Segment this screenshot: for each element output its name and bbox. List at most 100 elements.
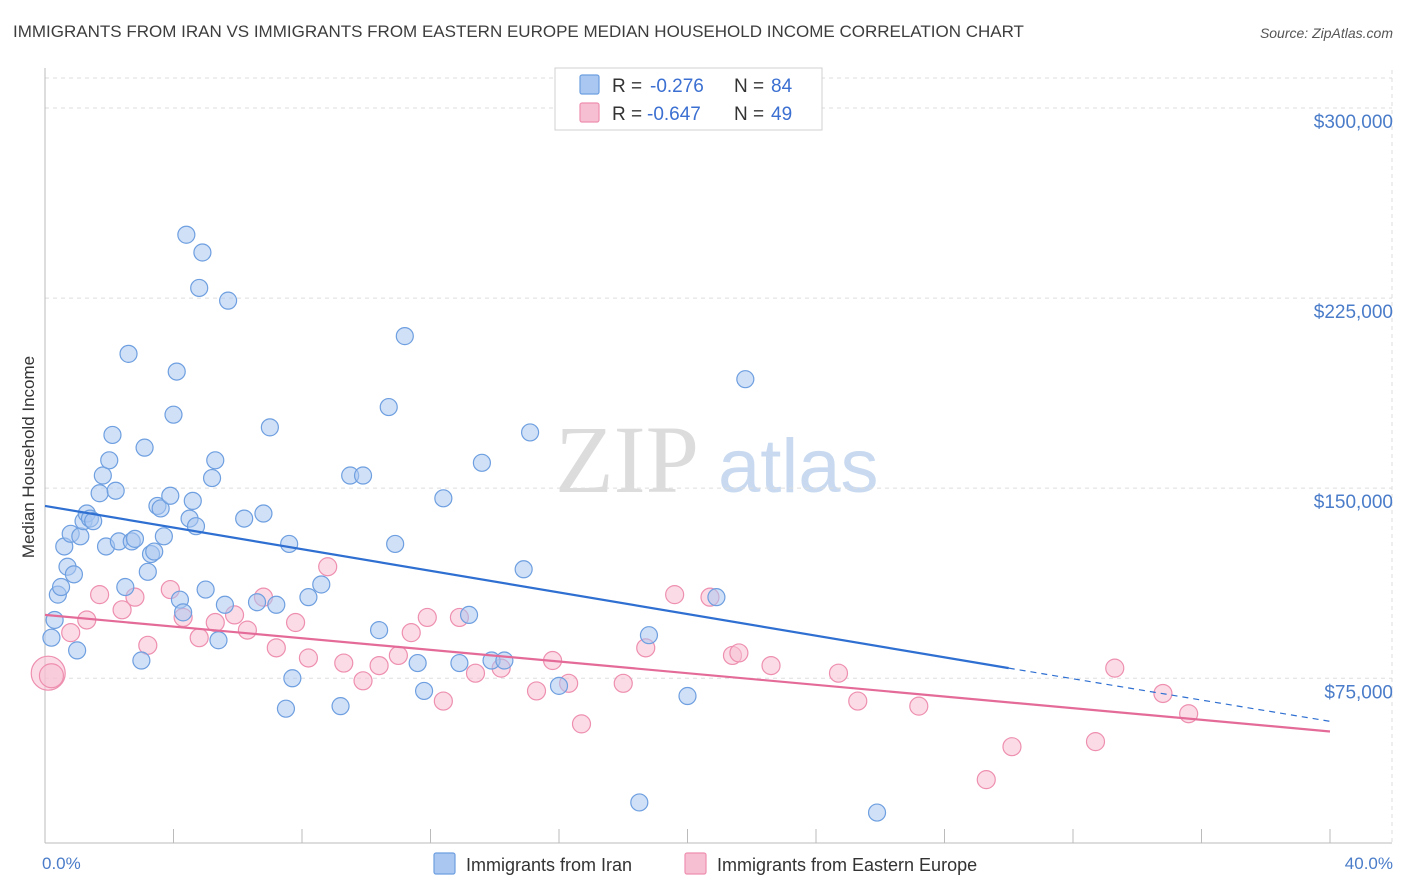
- point-iran-83: [867, 803, 887, 822]
- y-axis-label: Median Household Income: [19, 356, 38, 558]
- point-eastern-europe-40: [828, 663, 849, 683]
- point-iran-65: [386, 534, 405, 554]
- point-eastern-europe-38: [729, 643, 749, 663]
- point-iran-60: [331, 697, 350, 716]
- y-tick-labels: $75,000 $150,000 $225,000 $300,000: [1314, 112, 1393, 703]
- point-iran-7: [64, 565, 84, 584]
- point-eastern-europe-23: [401, 623, 421, 643]
- source-credit: Source: ZipAtlas.com: [1259, 25, 1393, 41]
- point-iran-58: [299, 588, 318, 607]
- point-eastern-europe-33: [613, 673, 633, 693]
- watermark: ZIP atlas: [555, 406, 879, 513]
- point-iran-34: [164, 405, 183, 424]
- point-iran-64: [379, 397, 398, 417]
- point-iran-63: [370, 621, 389, 640]
- point-eastern-europe-42: [909, 696, 929, 716]
- point-iran-26: [135, 438, 154, 457]
- point-iran-81: [707, 588, 726, 607]
- trendline-eastern-europe: [44, 613, 1331, 733]
- point-iran-80: [678, 686, 697, 706]
- point-eastern-europe-45: [1085, 732, 1106, 752]
- bottom-legend-swatch-iran: [433, 852, 456, 875]
- point-iran-37: [174, 603, 193, 622]
- point-iran-21: [116, 577, 135, 597]
- point-iran-38: [177, 225, 196, 244]
- point-iran-69: [434, 489, 453, 508]
- point-iran-59: [312, 575, 331, 594]
- bottom-legend-label-eastern-europe: Immigrants from Eastern Europe: [717, 855, 977, 875]
- bottom-legend: Immigrants from Iran Immigrants from Eas…: [433, 852, 977, 875]
- y-tick-label-3: $300,000: [1314, 112, 1393, 133]
- point-iran-8: [68, 641, 87, 660]
- point-iran-25: [132, 651, 151, 670]
- point-iran-24: [125, 529, 145, 548]
- legend-n-label-eastern-europe: N =: [734, 104, 764, 125]
- legend-n-value-eastern-europe: 49: [771, 104, 792, 125]
- point-iran-72: [472, 453, 491, 472]
- point-eastern-europe-1: [38, 663, 65, 689]
- point-eastern-europe-43: [976, 770, 996, 790]
- point-iran-82: [736, 370, 755, 389]
- point-iran-40: [183, 491, 202, 510]
- point-eastern-europe-10: [189, 628, 209, 648]
- point-eastern-europe-13: [237, 620, 257, 640]
- point-iran-57: [283, 669, 302, 688]
- point-eastern-europe-15: [266, 638, 286, 658]
- point-iran-0: [42, 628, 61, 647]
- point-iran-52: [254, 504, 273, 523]
- point-iran-48: [215, 595, 234, 614]
- bottom-legend-label-iran: Immigrants from Iran: [466, 855, 632, 875]
- legend-n-value-iran: 84: [771, 76, 793, 97]
- point-iran-50: [235, 509, 254, 528]
- point-iran-43: [193, 243, 212, 262]
- point-iran-29: [145, 542, 164, 561]
- point-eastern-europe-19: [334, 653, 354, 673]
- point-eastern-europe-5: [112, 600, 132, 620]
- point-eastern-europe-2: [61, 623, 81, 643]
- point-iran-14: [90, 484, 109, 503]
- point-eastern-europe-22: [388, 645, 408, 666]
- point-iran-32: [154, 527, 173, 546]
- bottom-legend-swatch-eastern-europe: [684, 852, 707, 875]
- point-eastern-europe-44: [1002, 737, 1022, 757]
- point-iran-13: [84, 512, 103, 531]
- legend-r-label-iran: R =: [612, 76, 642, 97]
- trendline-iran: [44, 504, 1009, 670]
- point-iran-67: [408, 653, 427, 673]
- watermark-atlas: atlas: [718, 424, 879, 509]
- point-iran-17: [100, 451, 119, 470]
- point-iran-56: [280, 534, 299, 554]
- watermark-zip: ZIP: [555, 406, 699, 513]
- point-eastern-europe-41: [848, 691, 868, 711]
- point-iran-54: [267, 595, 286, 614]
- y-tick-label-0: $75,000: [1324, 682, 1393, 703]
- point-iran-75: [514, 560, 533, 579]
- point-iran-71: [459, 605, 479, 625]
- point-iran-1: [45, 610, 64, 630]
- point-iran-22: [119, 344, 138, 363]
- legend-r-value-eastern-europe: -0.647: [647, 104, 701, 125]
- point-iran-46: [206, 451, 225, 470]
- legend-r-value-iran: -0.276: [650, 76, 704, 97]
- point-iran-31: [151, 499, 170, 518]
- point-iran-19: [106, 481, 125, 500]
- point-eastern-europe-46: [1105, 658, 1125, 678]
- point-iran-76: [520, 423, 540, 442]
- point-iran-51: [247, 593, 267, 612]
- y-tick-label-2: $225,000: [1314, 302, 1393, 323]
- point-iran-18: [103, 425, 122, 445]
- point-iran-33: [161, 486, 180, 505]
- legend-r-label-eastern-europe: R =: [612, 104, 642, 125]
- x-tick-labels: 0.0% 40.0%: [42, 854, 1393, 873]
- point-eastern-europe-21: [369, 655, 389, 676]
- point-eastern-europe-16: [285, 612, 306, 633]
- point-eastern-europe-29: [526, 681, 547, 701]
- point-eastern-europe-17: [298, 648, 319, 668]
- point-iran-79: [639, 626, 659, 645]
- point-eastern-europe-20: [353, 671, 373, 691]
- legend-swatch-iran: [579, 74, 600, 95]
- point-iran-35: [167, 362, 186, 381]
- x-tick-label-max: 40.0%: [1345, 854, 1393, 873]
- point-iran-9: [71, 527, 90, 546]
- point-eastern-europe-4: [90, 585, 110, 605]
